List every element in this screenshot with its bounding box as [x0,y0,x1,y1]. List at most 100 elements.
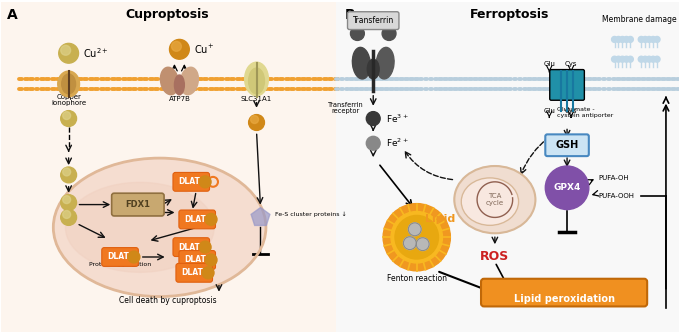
Circle shape [202,267,214,279]
Circle shape [612,36,617,42]
Circle shape [63,196,71,204]
Text: DLAT: DLAT [178,242,200,252]
FancyBboxPatch shape [545,134,589,156]
Bar [336,2,679,332]
Text: Copper: Copper [56,94,81,100]
Text: receptor: receptor [332,108,360,114]
Ellipse shape [376,47,394,79]
Text: Lipid peroxidation: Lipid peroxidation [514,294,614,304]
Text: TCA
cycle: TCA cycle [486,193,504,206]
Ellipse shape [62,74,75,94]
Circle shape [171,41,182,51]
FancyBboxPatch shape [176,264,212,282]
Circle shape [654,36,660,42]
Circle shape [646,56,652,62]
Ellipse shape [245,62,269,96]
Text: PUFA-OH: PUFA-OH [599,175,630,181]
Text: DLAT: DLAT [178,177,200,186]
FancyBboxPatch shape [481,279,647,306]
Text: DLAT: DLAT [182,268,203,277]
Polygon shape [251,207,270,225]
Ellipse shape [66,182,214,272]
Circle shape [63,112,71,120]
Circle shape [623,36,630,42]
Text: FDX1: FDX1 [125,200,151,209]
Text: GSH: GSH [556,140,579,150]
Circle shape [650,36,656,42]
Circle shape [205,254,217,266]
Circle shape [627,36,634,42]
Text: B: B [345,8,356,22]
Text: GPX4: GPX4 [553,183,581,192]
Ellipse shape [58,71,79,97]
Ellipse shape [454,166,536,233]
Circle shape [61,45,71,55]
Circle shape [408,223,421,236]
Circle shape [59,43,79,63]
Circle shape [251,116,258,124]
Circle shape [199,176,211,188]
Ellipse shape [352,47,371,79]
Ellipse shape [160,67,179,95]
Circle shape [545,166,589,209]
FancyBboxPatch shape [347,12,399,29]
Circle shape [650,56,656,62]
Circle shape [61,195,77,210]
FancyBboxPatch shape [112,193,164,216]
FancyBboxPatch shape [179,250,216,269]
Circle shape [383,204,450,271]
Text: DLAT: DLAT [107,253,129,262]
Text: DLAT: DLAT [184,215,206,224]
Circle shape [627,56,634,62]
Circle shape [128,251,140,263]
Circle shape [63,210,71,218]
Circle shape [619,56,625,62]
Text: ionophore: ionophore [51,100,86,106]
Circle shape [61,209,77,225]
Text: Glu: Glu [543,108,556,114]
Text: Cu$^{2+}$: Cu$^{2+}$ [84,46,109,60]
Circle shape [205,213,217,225]
Circle shape [391,211,443,263]
Text: PUFA-OOH: PUFA-OOH [599,193,635,199]
Text: Protein aggregation: Protein aggregation [89,262,151,267]
Circle shape [616,56,621,62]
Text: Cell death by cuproptosis: Cell death by cuproptosis [119,297,216,306]
Text: Cuproptosis: Cuproptosis [126,8,210,21]
Ellipse shape [249,68,264,94]
Circle shape [623,56,630,62]
Circle shape [199,241,211,253]
Circle shape [61,111,77,127]
Text: Cys: Cys [564,108,577,114]
Circle shape [638,56,644,62]
Text: Fe-S cluster proteins ↓: Fe-S cluster proteins ↓ [275,212,347,217]
Text: Cu$^{+}$: Cu$^{+}$ [195,43,214,56]
Text: Fe$^{2+}$: Fe$^{2+}$ [386,137,409,150]
Circle shape [643,36,648,42]
Ellipse shape [461,178,519,225]
Circle shape [249,115,264,130]
Circle shape [382,27,396,40]
Circle shape [619,36,625,42]
Text: A: A [8,8,18,22]
Circle shape [654,56,660,62]
Circle shape [638,36,644,42]
Circle shape [616,36,621,42]
Text: Transferrin: Transferrin [353,16,394,25]
Text: DLAT: DLAT [184,256,206,265]
Circle shape [416,238,429,250]
Bar [1,2,336,332]
Text: SLC31A1: SLC31A1 [241,96,272,102]
Ellipse shape [367,59,379,79]
FancyBboxPatch shape [550,69,584,100]
Ellipse shape [53,158,266,297]
Text: Ferroptosis: Ferroptosis [470,8,549,21]
Circle shape [646,36,652,42]
Ellipse shape [175,75,184,95]
Text: Transferrin: Transferrin [327,102,364,108]
Circle shape [366,136,380,150]
Text: Lipid: Lipid [425,214,455,224]
Circle shape [61,167,77,183]
Text: Fenton reaction: Fenton reaction [387,274,447,283]
Circle shape [63,168,71,176]
